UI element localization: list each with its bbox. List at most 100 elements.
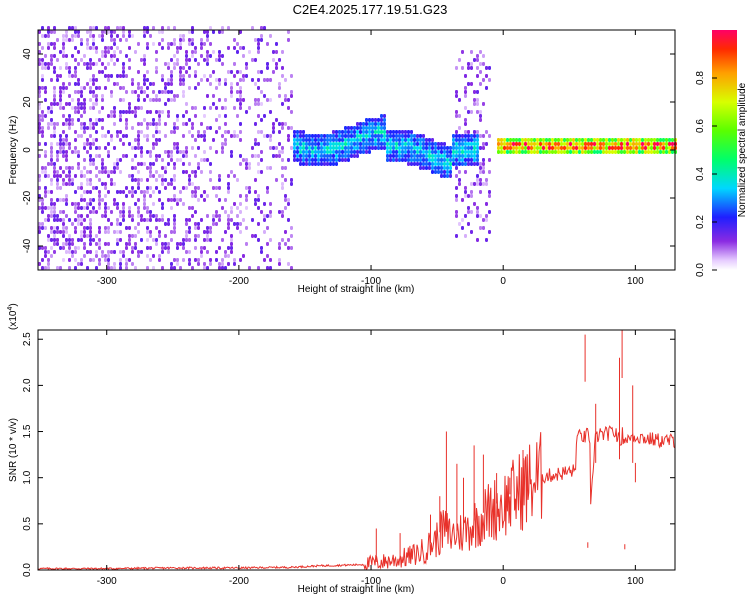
spectrogram-cell xyxy=(74,30,77,34)
spectrogram-cell xyxy=(62,82,65,86)
spectrogram-cell xyxy=(620,146,623,150)
spectrogram-cell xyxy=(44,90,47,94)
spectrogram-cell xyxy=(110,178,113,182)
spectrogram-cell xyxy=(137,250,140,254)
spectrogram-cell xyxy=(59,66,62,70)
spectrogram-cell xyxy=(257,266,260,270)
spectrogram-cell xyxy=(89,190,92,194)
spectrogram-cell xyxy=(98,226,101,230)
spectrogram-cell xyxy=(392,154,395,158)
spectrogram-cell xyxy=(71,254,74,258)
spectrogram-cell xyxy=(107,226,110,230)
spectrogram-cell xyxy=(458,170,461,174)
spectrogram-cell xyxy=(368,118,371,122)
spectrogram-cell xyxy=(557,146,560,150)
spectrogram-cell xyxy=(470,134,473,138)
spectrogram-cell xyxy=(152,26,155,30)
spectrogram-cell xyxy=(479,82,482,86)
spectrogram-cell xyxy=(65,214,68,218)
spectrogram-cell xyxy=(464,130,467,134)
spectrogram-cell xyxy=(146,122,149,126)
spectrogram-cell xyxy=(470,50,473,54)
spectrogram-cell xyxy=(560,142,563,146)
spectrogram-cell xyxy=(380,138,383,142)
spectrogram-cell xyxy=(80,238,83,242)
spectrogram-cell xyxy=(296,146,299,150)
spectrogram-cell xyxy=(47,126,50,130)
spectrogram-cell xyxy=(89,90,92,94)
spectrogram-cell xyxy=(425,146,428,150)
spectrogram-cell xyxy=(158,230,161,234)
spectrogram-cell xyxy=(47,234,50,238)
spectrogram-cell xyxy=(236,134,239,138)
spectrogram-cell xyxy=(89,162,92,166)
spectrogram-cell xyxy=(164,234,167,238)
spectrogram-cell xyxy=(113,166,116,170)
spectrogram-cell xyxy=(242,158,245,162)
spectrogram-cell xyxy=(455,150,458,154)
spectrogram-cell xyxy=(128,66,131,70)
spectrogram-cell xyxy=(203,42,206,46)
spectrogram-cell xyxy=(38,154,41,158)
spectrogram-cell xyxy=(59,102,62,106)
spectrogram-cell xyxy=(95,166,98,170)
spectrogram-cell xyxy=(326,158,329,162)
spectrogram-cell xyxy=(320,146,323,150)
spectrogram-cell xyxy=(110,74,113,78)
spectrogram-cell xyxy=(203,114,206,118)
spectrogram-cell xyxy=(659,138,662,142)
spectrogram-cell xyxy=(617,138,620,142)
spectrogram-cell xyxy=(95,242,98,246)
spectrogram-cell xyxy=(56,230,59,234)
spectrogram-cell xyxy=(473,146,476,150)
spectrogram-cell xyxy=(227,214,230,218)
spectrogram-cell xyxy=(140,90,143,94)
spectrogram-cell xyxy=(419,146,422,150)
spectrogram-cell xyxy=(479,190,482,194)
spectrogram-cell xyxy=(584,142,587,146)
spectrogram-cell xyxy=(287,218,290,222)
spectrogram-cell xyxy=(230,242,233,246)
spectrogram-cell xyxy=(671,146,674,150)
spectrogram-cell xyxy=(605,142,608,146)
spectrogram-cell xyxy=(341,146,344,150)
spectrogram-cell xyxy=(149,154,152,158)
spectrogram-cell xyxy=(173,218,176,222)
spectrogram-cell xyxy=(107,62,110,66)
spectrogram-cell xyxy=(440,142,443,146)
spectrogram-cell xyxy=(593,138,596,142)
spectrogram-cell xyxy=(368,138,371,142)
spectrogram-cell xyxy=(50,54,53,58)
spectrogram-cell xyxy=(275,118,278,122)
spectrogram-cell xyxy=(272,58,275,62)
spectrogram-cell xyxy=(173,174,176,178)
spectrogram-cell xyxy=(650,142,653,146)
spectrogram-cell xyxy=(41,110,44,114)
spectrogram-cell xyxy=(293,130,296,134)
spectrogram-cell xyxy=(410,162,413,166)
spectrogram-cell xyxy=(149,110,152,114)
spectrogram-cell xyxy=(161,38,164,42)
spectrogram-cell xyxy=(449,174,452,178)
spectrogram-cell xyxy=(89,26,92,30)
spectrogram-cell xyxy=(377,126,380,130)
spectrogram-cell xyxy=(95,138,98,142)
spectrogram-cell xyxy=(479,170,482,174)
spectrogram-cell xyxy=(221,106,224,110)
spectrogram-cell xyxy=(245,62,248,66)
spectrogram-cell xyxy=(422,138,425,142)
spectrogram-cell xyxy=(302,142,305,146)
spectrogram-cell xyxy=(341,154,344,158)
spectrogram-cell xyxy=(164,134,167,138)
spectrogram-cell xyxy=(44,174,47,178)
spectrogram-cell xyxy=(224,122,227,126)
spectrogram-cell xyxy=(473,142,476,146)
spectrogram-cell xyxy=(80,230,83,234)
spectrogram-cell xyxy=(410,150,413,154)
spectrogram-cell xyxy=(482,134,485,138)
spectrogram-cell xyxy=(80,90,83,94)
spectrogram-cell xyxy=(122,190,125,194)
spectrogram-cell xyxy=(134,90,137,94)
spectrogram-cell xyxy=(242,218,245,222)
spectrogram-cell xyxy=(488,134,491,138)
